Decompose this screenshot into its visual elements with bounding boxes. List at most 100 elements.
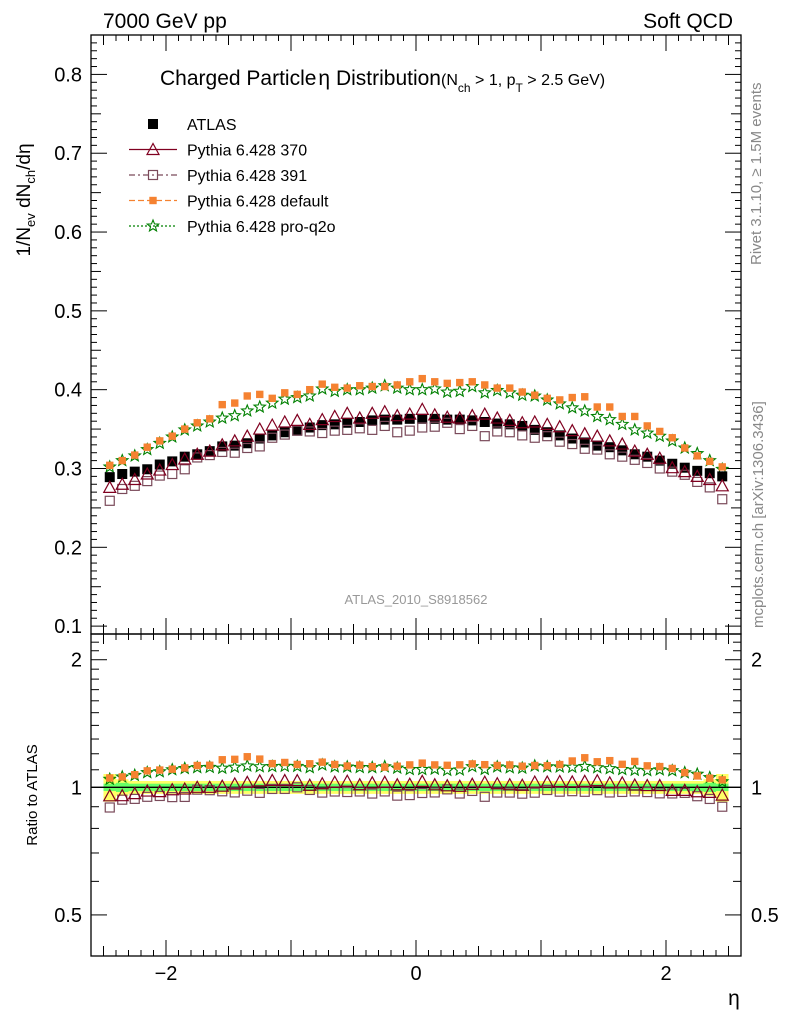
data-point [667, 466, 678, 477]
data-point [604, 442, 615, 453]
ratio-point [340, 774, 355, 787]
ratio-point [315, 757, 330, 771]
data-point [117, 469, 128, 480]
chart-title: Charged Particleη Distribution(Nch > 1, … [160, 67, 605, 95]
data-point [665, 460, 680, 474]
ratio-point [152, 764, 167, 778]
data-point [331, 383, 339, 392]
data-point [402, 406, 417, 420]
data-point [479, 431, 490, 442]
data-point [454, 423, 465, 435]
ratio-point [390, 760, 405, 775]
ratio-point [606, 756, 614, 765]
data-point [102, 480, 117, 494]
data-point [567, 438, 578, 450]
x-tick-label: −2 [155, 963, 178, 985]
y-tick-label: 0.4 [54, 380, 82, 402]
ratio-point [131, 771, 139, 779]
ratio-point [468, 760, 476, 768]
data-point [356, 382, 364, 390]
data-point [502, 385, 517, 399]
ratio-point [477, 761, 492, 776]
ratio-point [404, 789, 415, 801]
ratio-point [456, 761, 464, 769]
data-point [227, 433, 242, 447]
data-point [615, 436, 630, 450]
data-point [404, 425, 415, 436]
ratio-point [454, 788, 465, 799]
data-point [618, 412, 626, 421]
ratio-point [143, 767, 151, 775]
data-point [365, 380, 380, 395]
ratio-point [279, 783, 290, 795]
ratio-point [102, 788, 117, 802]
data-point [715, 478, 730, 492]
ratio-point [393, 762, 401, 770]
data-point [490, 410, 505, 424]
ratio-point [256, 755, 264, 763]
data-point [279, 427, 290, 438]
data-point [302, 417, 317, 430]
ratio-point [479, 791, 490, 802]
data-point [317, 427, 328, 439]
ratio-point [515, 778, 530, 791]
ratio-point [418, 759, 426, 767]
data-point [568, 393, 576, 402]
ratio-point [290, 773, 305, 787]
data-point [540, 417, 555, 430]
ratio-point [265, 758, 280, 773]
ratio-point [590, 760, 605, 774]
data-point [577, 403, 592, 418]
data-point [506, 384, 514, 392]
data-point [418, 374, 426, 383]
data-point [515, 387, 530, 402]
ratio-point [231, 755, 239, 764]
ratio-point [690, 784, 705, 798]
ratio-point [118, 773, 126, 781]
ratio-point [552, 774, 567, 788]
data-point [202, 414, 217, 429]
data-point [529, 424, 540, 435]
ratio-point [715, 787, 730, 801]
ratio-point [331, 760, 339, 769]
data-point [517, 420, 528, 431]
ratio-point [527, 774, 542, 788]
ratio-point [656, 762, 664, 771]
y-tick-label-right: 0.5 [751, 905, 779, 927]
data-point [367, 415, 378, 426]
ratio-point [602, 761, 617, 775]
data-point [717, 494, 728, 505]
ratio-point [179, 791, 190, 803]
data-point [652, 428, 667, 443]
ratio-point [292, 782, 303, 793]
data-point [277, 391, 292, 406]
data-point [531, 391, 539, 399]
ratio-point [343, 762, 351, 770]
data-point [556, 396, 564, 404]
data-point [465, 408, 480, 422]
ratio-point [154, 790, 165, 802]
ratio-point [618, 760, 626, 769]
ratio-point [602, 775, 617, 789]
data-point [629, 449, 640, 460]
data-point [177, 451, 192, 465]
ratio-point [243, 753, 251, 761]
data-point [590, 408, 605, 423]
ratio-point [302, 760, 317, 774]
data-point [518, 388, 526, 396]
ratio-point [642, 786, 653, 798]
ratio-point [390, 777, 405, 791]
data-point [265, 417, 280, 431]
data-point [642, 457, 653, 469]
ratio-point [202, 759, 217, 774]
data-point [627, 422, 642, 436]
data-point [267, 432, 278, 443]
data-point [293, 390, 301, 399]
ratio-point [227, 776, 242, 790]
data-point [442, 414, 453, 425]
y-tick-label-right: 2 [751, 650, 762, 672]
data-point [417, 413, 428, 424]
data-point [456, 378, 464, 387]
data-point [252, 399, 267, 414]
ratio-point [381, 763, 389, 771]
